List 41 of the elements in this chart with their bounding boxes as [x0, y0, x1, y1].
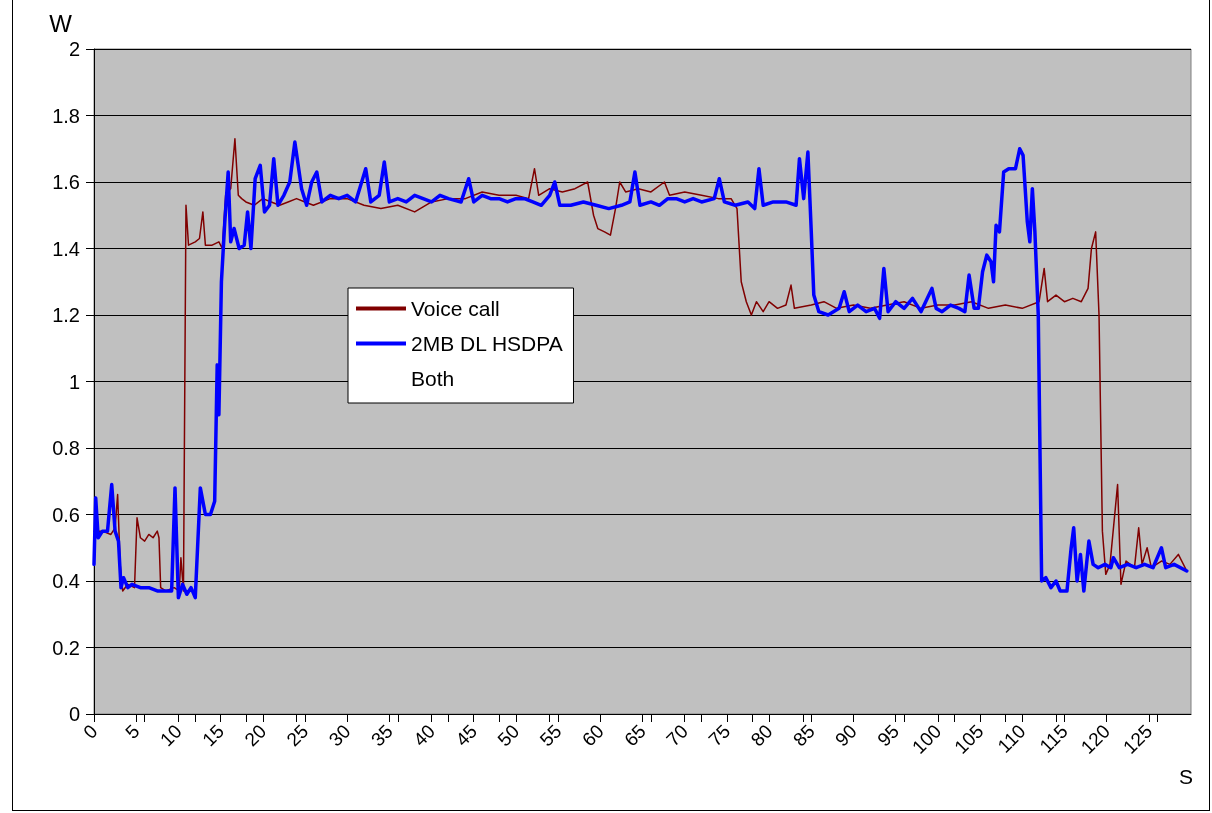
y-tick-label: 0.2 — [52, 636, 80, 659]
x-tick-label: 75 — [704, 720, 735, 751]
y-tick-label: 1.4 — [52, 237, 80, 260]
x-tick-label: 110 — [993, 720, 1030, 757]
y-tick-label: 2 — [68, 38, 80, 60]
x-tick-label: 95 — [873, 720, 904, 751]
legend-label: Voice call — [411, 297, 500, 320]
x-tick-label: 100 — [908, 720, 946, 758]
x-tick-label: 80 — [746, 720, 777, 751]
x-tick-label: 30 — [324, 720, 355, 751]
x-tick-label: 5 — [121, 720, 144, 743]
x-tick-label: 55 — [535, 720, 566, 751]
x-tick-label: 105 — [950, 720, 988, 758]
y-tick-label: 0.6 — [52, 503, 80, 526]
x-tick-label: 120 — [1076, 720, 1115, 758]
x-tick-label: 15 — [198, 720, 228, 751]
y-tick-label: 1 — [68, 370, 80, 393]
x-tick-label: 45 — [451, 720, 482, 751]
text: Both — [411, 367, 455, 390]
x-tick-label: 115 — [1035, 720, 1072, 757]
x-tick-label: 50 — [493, 720, 524, 751]
x-tick-label: 125 — [1118, 720, 1157, 758]
y-axis-title: W — [49, 9, 73, 37]
y-tick-label: 1.2 — [52, 304, 80, 326]
y-tick-label: 0.4 — [52, 570, 80, 592]
x-tick-label: 40 — [409, 720, 439, 751]
y-tick-label: 1.6 — [52, 171, 80, 193]
x-tick-label: 35 — [366, 720, 397, 751]
y-tick-label: 1.8 — [52, 104, 80, 127]
x-tick-label: 65 — [620, 720, 650, 751]
x-tick-label: 85 — [788, 720, 819, 751]
legend-label: 2MB DL HSDPA — [411, 332, 563, 355]
x-tick-label: 90 — [831, 720, 861, 751]
x-tick-label: 60 — [577, 720, 608, 751]
x-tick-label: 70 — [662, 720, 693, 751]
y-tick-label: 0 — [68, 703, 80, 725]
y-tick-label: 0.8 — [52, 437, 80, 459]
x-tick-label: 25 — [282, 720, 313, 751]
x-axis-title: S — [1179, 765, 1194, 788]
x-tick-label: 10 — [156, 720, 186, 751]
x-tick-label: 20 — [240, 720, 271, 751]
